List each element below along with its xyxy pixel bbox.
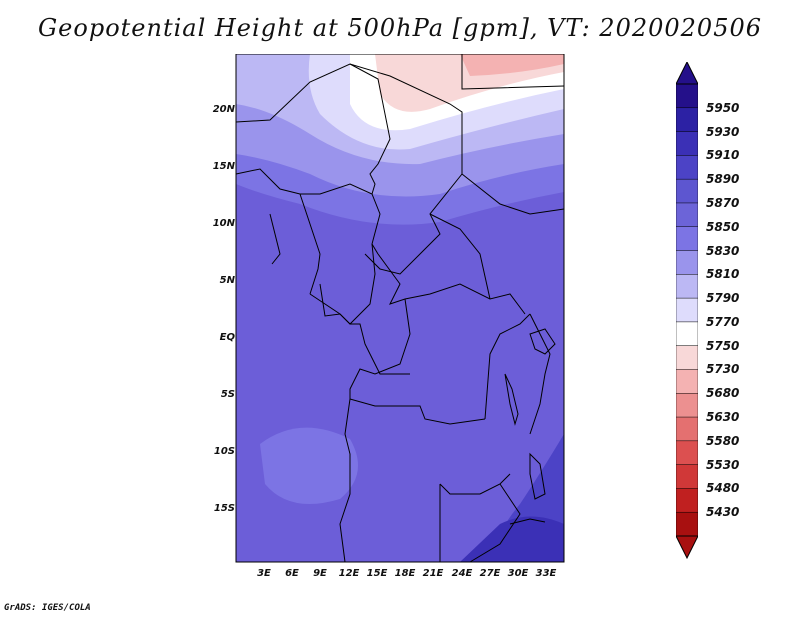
- colorbar-segment: [676, 321, 698, 347]
- colorbar-segment: [676, 155, 698, 180]
- colorbar-label: 5530: [706, 457, 740, 472]
- colorbar-label: 5770: [706, 314, 740, 329]
- colorbar-label: 5890: [706, 172, 740, 187]
- colorbar-segment: [676, 369, 698, 395]
- colorbar-segment: [676, 107, 698, 133]
- grads-credit: GrADS: IGES/COLA: [4, 603, 91, 613]
- colorbar-segment: [676, 83, 698, 109]
- colorbar-label: 5430: [706, 505, 740, 520]
- lat-label: 20N: [212, 104, 235, 115]
- colorbar-label: 5480: [706, 481, 740, 496]
- colorbar-label: 5730: [706, 362, 740, 377]
- lat-label: 10N: [212, 218, 235, 229]
- map-frame: [235, 54, 565, 563]
- colorbar-segment: [676, 488, 698, 513]
- lat-label: 15S: [213, 503, 235, 514]
- contour-5850-south: [260, 427, 358, 504]
- lon-label: 15E: [366, 568, 388, 579]
- lat-label: EQ: [219, 332, 235, 343]
- colorbar-label: 5870: [706, 195, 740, 210]
- colorbar-label: 5580: [706, 433, 740, 448]
- colorbar-segment: [676, 345, 698, 371]
- lon-label: 9E: [313, 568, 327, 579]
- colorbar-segment: [676, 511, 698, 537]
- lat-label: 5N: [219, 275, 235, 286]
- colorbar-label: 5750: [706, 338, 740, 353]
- lat-label: 15N: [212, 161, 235, 172]
- lakes: [504, 328, 556, 525]
- colorbar-segment: [676, 416, 698, 442]
- lon-label: 18E: [394, 568, 416, 579]
- colorbar-label: 5790: [706, 291, 740, 306]
- lat-label: 5S: [220, 389, 235, 400]
- lon-label: 33E: [535, 568, 557, 579]
- colorbar-segment: [676, 131, 698, 157]
- colorbar-label: 5680: [706, 386, 740, 401]
- colorbar-bottom-triangle: [676, 535, 698, 560]
- colorbar-segment: [676, 226, 698, 252]
- colorbar-segment: [676, 393, 698, 418]
- contour-5910-southeast: [460, 516, 564, 562]
- lon-label: 27E: [479, 568, 501, 579]
- colorbar-segment: [676, 440, 698, 466]
- lon-label: 24E: [451, 568, 473, 579]
- map-svg: [235, 54, 565, 563]
- colorbar-label: 5910: [706, 148, 740, 163]
- chart-title: Geopotential Height at 500hPa [gpm], VT:…: [38, 14, 762, 42]
- colorbar-label: 5930: [706, 124, 740, 139]
- lon-label: 30E: [507, 568, 529, 579]
- colorbar-label: 5630: [706, 410, 740, 425]
- country-borders: [235, 54, 565, 563]
- colorbar-label: 5810: [706, 267, 740, 282]
- colorbar-label: 5850: [706, 219, 740, 234]
- colorbar-label: 5830: [706, 243, 740, 258]
- colorbar-segment: [676, 274, 698, 299]
- lon-label: 12E: [338, 568, 360, 579]
- lon-label: 6E: [285, 568, 299, 579]
- lon-label: 3E: [257, 568, 271, 579]
- contour-5730: [460, 54, 564, 76]
- colorbar-segment: [676, 464, 698, 490]
- map-panel: 20N 15N 10N 5N EQ 5S 10S 15S 3E 6E 9E 12…: [200, 54, 580, 584]
- colorbar-label: 5950: [706, 100, 740, 115]
- colorbar-segment: [676, 297, 698, 323]
- lon-label: 21E: [422, 568, 444, 579]
- height-field: [236, 54, 564, 562]
- colorbar: [676, 62, 698, 560]
- lat-label: 10S: [213, 446, 235, 457]
- colorbar-segment: [676, 202, 698, 228]
- colorbar-segment: [676, 250, 698, 276]
- colorbar-top-triangle: [676, 62, 698, 85]
- colorbar-segment: [676, 178, 698, 204]
